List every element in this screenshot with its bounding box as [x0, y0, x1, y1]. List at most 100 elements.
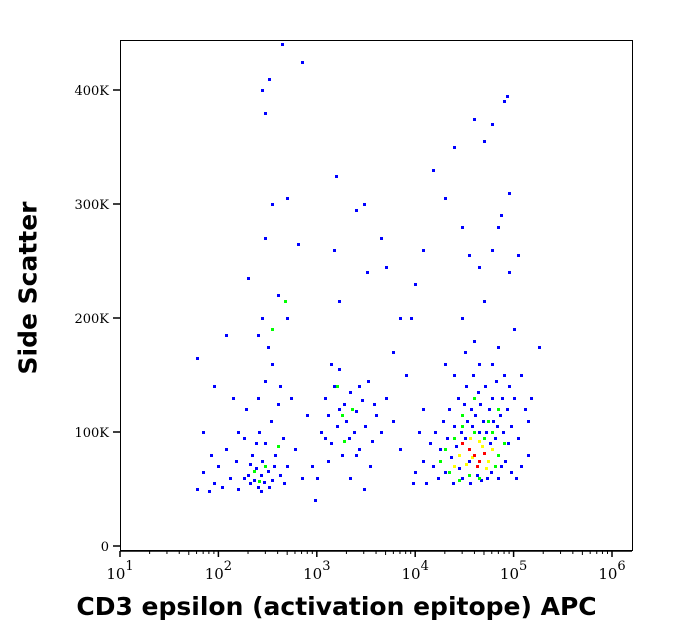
x-tick-base: 10 — [303, 565, 322, 583]
data-point — [349, 391, 352, 394]
x-tick-exponent: 5 — [519, 559, 527, 574]
data-point — [261, 460, 264, 463]
data-point — [507, 442, 510, 445]
data-point — [277, 403, 280, 406]
data-point — [251, 454, 254, 457]
data-point — [333, 249, 336, 252]
data-point — [258, 431, 261, 434]
data-point — [392, 420, 395, 423]
plot-frame — [120, 40, 633, 551]
data-point — [461, 442, 464, 445]
data-point — [414, 471, 417, 474]
x-tick-base: 10 — [500, 565, 519, 583]
data-point — [338, 300, 341, 303]
data-point — [506, 408, 509, 411]
data-point — [286, 197, 289, 200]
data-point — [260, 490, 263, 493]
data-point — [257, 397, 260, 400]
data-point — [495, 380, 498, 383]
data-point — [513, 328, 516, 331]
data-point — [448, 408, 451, 411]
data-point — [336, 425, 339, 428]
x-tick-base: 10 — [205, 565, 224, 583]
data-point — [306, 414, 309, 417]
data-point — [481, 445, 484, 448]
data-point — [247, 277, 250, 280]
data-point — [484, 385, 487, 388]
data-point — [472, 374, 475, 377]
data-point — [453, 437, 456, 440]
data-point — [271, 479, 274, 482]
data-point — [446, 437, 449, 440]
data-point — [353, 431, 356, 434]
data-point — [489, 442, 492, 445]
data-point — [324, 397, 327, 400]
data-point — [338, 368, 341, 371]
data-point — [243, 477, 246, 480]
data-point — [351, 408, 354, 411]
data-point — [491, 123, 494, 126]
data-point — [392, 351, 395, 354]
data-point — [478, 440, 481, 443]
data-point — [530, 397, 533, 400]
data-point — [469, 437, 472, 440]
data-point — [213, 482, 216, 485]
data-point — [503, 100, 506, 103]
data-point — [297, 243, 300, 246]
data-point — [301, 61, 304, 64]
data-point — [257, 486, 260, 489]
data-point — [487, 420, 490, 423]
data-point — [483, 300, 486, 303]
data-point — [486, 477, 489, 480]
data-point — [422, 460, 425, 463]
data-point — [237, 488, 240, 491]
y-tick-label: 200K — [74, 312, 109, 327]
data-point — [492, 420, 495, 423]
data-point — [405, 374, 408, 377]
data-point — [500, 465, 503, 468]
y-axis: 0 100K 200K 300K 400K — [74, 84, 120, 555]
data-point — [520, 465, 523, 468]
data-point — [476, 465, 479, 468]
x-tick-label: 103 — [303, 559, 330, 583]
data-point — [235, 460, 238, 463]
data-point — [355, 454, 358, 457]
data-point — [517, 254, 520, 257]
data-point — [243, 437, 246, 440]
data-point — [478, 477, 481, 480]
data-point — [196, 488, 199, 491]
data-point — [273, 465, 276, 468]
data-point — [457, 397, 460, 400]
data-point — [196, 357, 199, 360]
data-point — [494, 465, 497, 468]
data-point — [358, 448, 361, 451]
data-point — [488, 408, 491, 411]
x-axis: 101 102 103 104 105 106 — [106, 550, 632, 583]
data-point — [348, 437, 351, 440]
data-point — [327, 414, 330, 417]
data-points — [196, 43, 541, 502]
data-point — [345, 420, 348, 423]
data-point — [461, 425, 464, 428]
data-point — [375, 414, 378, 417]
data-point — [358, 385, 361, 388]
data-point — [264, 380, 267, 383]
data-point — [504, 460, 507, 463]
x-tick-exponent: 3 — [322, 559, 330, 574]
data-point — [510, 471, 513, 474]
data-point — [283, 482, 286, 485]
data-point — [450, 456, 453, 459]
data-point — [463, 403, 466, 406]
data-point — [336, 385, 339, 388]
data-point — [366, 271, 369, 274]
data-point — [478, 460, 481, 463]
data-point — [485, 431, 488, 434]
data-point — [264, 442, 267, 445]
data-point — [385, 397, 388, 400]
data-point — [513, 397, 516, 400]
data-point — [333, 385, 336, 388]
data-point — [202, 471, 205, 474]
data-point — [524, 408, 527, 411]
data-point — [290, 397, 293, 400]
data-point — [369, 465, 372, 468]
